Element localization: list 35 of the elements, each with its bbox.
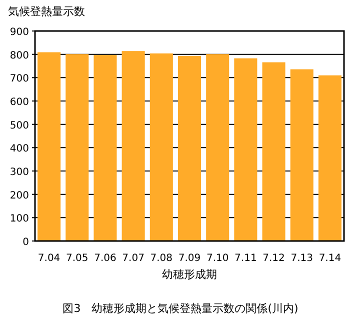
x-tick-label: 7.04 bbox=[38, 253, 60, 264]
x-tick-label: 7.07 bbox=[122, 253, 144, 264]
y-tick-label: 700 bbox=[10, 74, 29, 85]
text: 図3 幼穂形成期と気候登熱量示数の関係(川内) bbox=[62, 302, 298, 315]
bar bbox=[318, 75, 342, 241]
bar bbox=[234, 58, 258, 241]
x-axis-title: 幼穂形成期 bbox=[162, 268, 217, 281]
x-tick-label: 7.06 bbox=[94, 253, 116, 264]
y-tick-label: 400 bbox=[10, 144, 29, 155]
x-tick-label: 7.14 bbox=[318, 253, 342, 264]
bar bbox=[66, 54, 89, 241]
bar bbox=[178, 56, 202, 241]
bar bbox=[122, 51, 145, 241]
x-tick-label: 7.05 bbox=[66, 253, 88, 264]
y-tick-label: 800 bbox=[10, 50, 29, 62]
y-tick-label: 900 bbox=[10, 27, 29, 38]
x-tick-label: 7.09 bbox=[178, 253, 201, 264]
y-axis-title: 気候登熱量示数 bbox=[8, 5, 85, 18]
y-tick-label: 100 bbox=[10, 214, 29, 225]
x-tick-label: 7.11 bbox=[234, 253, 257, 264]
y-tick-label: 500 bbox=[10, 120, 29, 132]
x-tick-label: 7.13 bbox=[290, 253, 313, 264]
bar bbox=[262, 62, 286, 241]
bar bbox=[150, 53, 173, 241]
y-tick-label: 0 bbox=[22, 237, 29, 248]
y-tick-label: 600 bbox=[10, 97, 29, 108]
bar bbox=[38, 52, 61, 241]
x-tick-label: 7.08 bbox=[150, 253, 173, 264]
y-tick-label: 300 bbox=[10, 167, 29, 178]
bar bbox=[290, 69, 314, 241]
x-tick-label: 7.10 bbox=[206, 253, 229, 264]
bar bbox=[94, 55, 117, 241]
x-tick-label: 7.12 bbox=[262, 253, 285, 264]
y-tick-label: 200 bbox=[10, 190, 29, 202]
bar bbox=[206, 54, 230, 241]
